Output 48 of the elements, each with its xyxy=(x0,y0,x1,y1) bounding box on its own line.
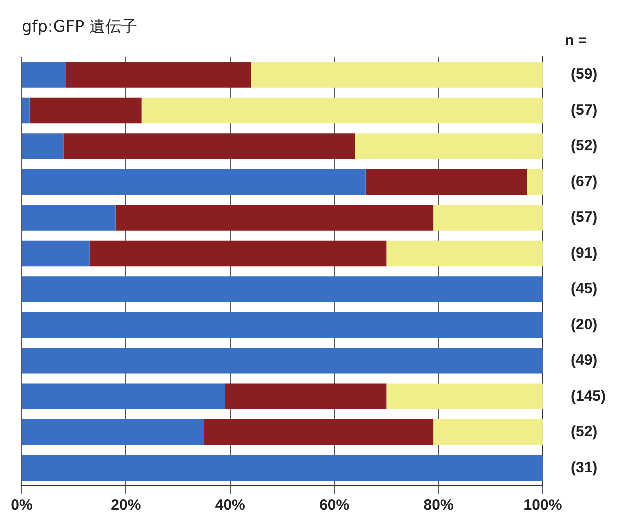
bar xyxy=(116,205,434,231)
y-tick-label: (31) xyxy=(570,459,598,476)
x-tick-label: 20% xyxy=(111,497,142,514)
bar xyxy=(22,98,30,124)
text: n = xyxy=(564,32,588,50)
bar xyxy=(30,98,142,124)
bar xyxy=(142,98,543,124)
y-tick-label: (57) xyxy=(570,209,598,226)
bar xyxy=(22,384,226,410)
y-tick-label: (49) xyxy=(570,352,598,370)
y-tick-label: (45) xyxy=(570,280,598,298)
bar xyxy=(64,134,356,160)
bar xyxy=(225,384,387,410)
y-tick-label: (59) xyxy=(570,66,598,84)
bar xyxy=(22,348,543,374)
y-tick-label: (145) xyxy=(570,388,606,405)
x-tick-label: 40% xyxy=(215,497,246,514)
bar xyxy=(22,276,543,302)
bar xyxy=(386,240,543,267)
bar xyxy=(90,240,387,267)
x-tick-label: 60% xyxy=(320,497,350,514)
y-tick-label: (91) xyxy=(570,244,598,262)
bar xyxy=(386,384,543,410)
bar xyxy=(22,134,64,160)
x-tick-label: 100% xyxy=(524,497,562,514)
y-tick-label: (67) xyxy=(570,173,598,190)
y-tick-label: (57) xyxy=(570,102,598,119)
bar xyxy=(22,420,204,446)
bar xyxy=(22,240,90,267)
bar xyxy=(251,62,543,88)
bar xyxy=(22,205,116,231)
bar xyxy=(366,169,528,196)
bar xyxy=(22,169,366,196)
bar xyxy=(434,420,543,446)
bar xyxy=(22,455,543,481)
y-tick-label: (20) xyxy=(570,316,598,334)
x-tick-label: 80% xyxy=(424,497,454,514)
bar xyxy=(204,420,434,446)
bar xyxy=(66,62,252,88)
bar xyxy=(527,169,543,196)
x-tick-label: 0% xyxy=(11,497,33,514)
y-tick-label: (52) xyxy=(570,424,598,441)
bar xyxy=(434,205,543,231)
bar xyxy=(355,134,543,160)
bar xyxy=(22,312,543,338)
chart-title: gfp:GFP 遺伝子 xyxy=(22,16,138,36)
y-tick-label: (52) xyxy=(570,138,598,155)
bar xyxy=(22,62,66,88)
